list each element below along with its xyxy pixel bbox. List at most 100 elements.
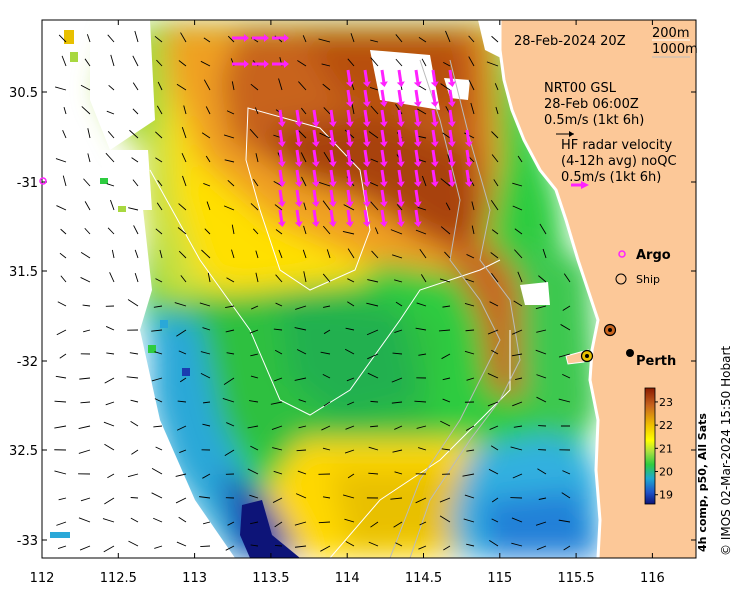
radar-vector-head [447,161,456,167]
radar-vector [380,189,386,203]
perth-label: Perth [636,354,676,369]
current-vector [486,61,499,67]
radar-vector [363,89,369,103]
radar-vector-head [362,141,371,147]
current-vector [178,350,187,355]
radar-vector [295,169,301,183]
current-vector [298,425,307,429]
current-vector [470,102,475,115]
ship-marker-2 [580,349,594,363]
current-vector [297,470,307,475]
radar-vector-head [294,201,303,207]
current-vector [374,227,379,235]
current-vector [255,250,259,259]
current-vector [512,205,523,211]
current-vector [59,252,67,259]
radar-vector [312,109,318,123]
radar-vector-head [396,141,405,147]
radar-vector-head [396,181,405,187]
current-vector [109,272,115,283]
current-vector [416,108,427,115]
current-vector [252,228,259,235]
current-vector [489,539,499,547]
current-vector [347,58,355,67]
current-vector [345,425,355,430]
current-vector [487,373,499,379]
radar-vector [448,149,454,163]
current-vector [151,377,163,382]
current-vector [132,82,139,91]
radar-vector [278,169,284,183]
current-vector [493,179,499,187]
radar-vector [329,149,335,163]
radar-vector [346,109,352,123]
colorbar-tick-label: 21 [659,442,673,455]
radar-vector [431,129,437,143]
x-tick-label: 115 [487,571,512,586]
current-vector [127,299,139,307]
current-vector [225,329,235,333]
current-vector [178,203,187,211]
current-vector [249,400,259,403]
current-vector [59,353,67,359]
radar-sub: (4-12h avg) noQC [561,154,677,169]
ship-legend-marker [615,273,627,285]
radar-vector-head [311,201,320,207]
current-vector [487,401,499,407]
current-vector [80,497,91,502]
current-vector [60,228,67,235]
current-vector [155,446,163,451]
x-tick-label: 114.5 [405,571,442,586]
sst-field [42,20,600,558]
radar-vector [278,129,284,143]
current-vector [132,55,139,67]
radar-vector-head [345,221,354,227]
current-vector [223,377,235,385]
current-vector [202,423,211,427]
current-vector [465,278,475,283]
current-vector [206,201,211,211]
current-vector [83,329,91,333]
current-vector [514,228,523,235]
current-vector [154,351,163,355]
colorbar [644,387,656,505]
radar-vector-head [345,81,354,87]
current-vector [226,110,235,115]
current-vector [512,401,523,407]
current-vector [294,327,307,331]
radar-vector [397,169,403,183]
current-vector [322,83,331,91]
current-vector [132,108,139,115]
current-vector [54,470,67,475]
radar-vector [363,129,369,143]
current-vector [392,449,403,453]
radar-vector [448,129,454,143]
current-vector [296,449,307,452]
current-vector [272,497,283,503]
current-vector [322,373,331,379]
current-vector [178,250,187,259]
current-vector [514,249,523,259]
radar-vector-head [294,181,303,187]
radar-vector-head [447,101,456,107]
radar-vector-head [396,101,405,107]
current-vector [156,105,163,115]
current-vector [440,420,451,427]
current-vector [106,352,115,355]
current-vector [79,377,91,380]
radar-vector [278,209,284,223]
current-vector [320,351,331,355]
radar-vector-head [277,161,286,167]
current-vector [61,55,67,67]
current-vector [536,545,547,551]
current-vector [273,377,283,382]
radar-vector [414,89,420,103]
current-vector [294,521,307,526]
radar-vector [295,189,301,203]
current-vector [370,425,379,428]
current-vector [225,305,235,309]
current-vector [562,470,571,475]
radar-vector-head [379,161,388,167]
radar-vector [346,89,352,103]
